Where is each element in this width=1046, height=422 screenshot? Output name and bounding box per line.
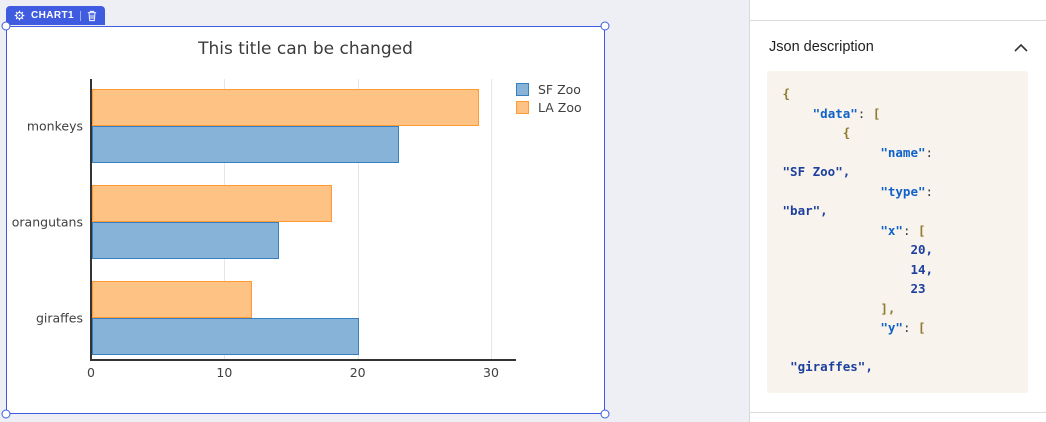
chart-legend: SF Zoo LA Zoo bbox=[516, 80, 582, 116]
legend-swatch bbox=[516, 100, 529, 114]
selection-handle-top-left[interactable] bbox=[1, 21, 11, 31]
x-tick-label: 30 bbox=[483, 365, 499, 380]
json-panel: Json description { "data": [ { "name": "… bbox=[749, 0, 1046, 422]
panel-bottom-divider bbox=[750, 412, 1046, 413]
bar-la-zoo-giraffes[interactable] bbox=[92, 281, 252, 318]
legend-swatch bbox=[516, 82, 529, 96]
chevron-up-icon bbox=[1014, 43, 1028, 52]
chart-title[interactable]: This title can be changed bbox=[198, 39, 413, 59]
selection-handle-bottom-right[interactable] bbox=[600, 409, 610, 419]
bar-la-zoo-monkeys[interactable] bbox=[92, 89, 479, 126]
category-label-orangutans: orangutans bbox=[11, 214, 83, 230]
chart-badge-label: CHART1 bbox=[31, 10, 74, 21]
gear-icon[interactable] bbox=[14, 10, 25, 21]
collapse-section-button[interactable] bbox=[1010, 39, 1032, 57]
json-code-block[interactable]: { "data": [ { "name": "SF Zoo", "type": … bbox=[767, 71, 1028, 393]
bar-la-zoo-orangutans[interactable] bbox=[92, 185, 332, 222]
x-tick-label: 20 bbox=[349, 365, 366, 380]
x-tick-label: 10 bbox=[216, 365, 233, 380]
x-tick-label: 0 bbox=[87, 365, 95, 380]
gridline bbox=[491, 79, 492, 359]
selection-handle-top-right[interactable] bbox=[600, 21, 610, 31]
bar-sf-zoo-monkeys[interactable] bbox=[92, 126, 399, 163]
category-label-monkeys: monkeys bbox=[26, 118, 83, 134]
legend-label: LA Zoo bbox=[538, 99, 582, 115]
bar-sf-zoo-orangutans[interactable] bbox=[92, 222, 279, 259]
json-description-header: Json description bbox=[769, 39, 874, 55]
selection-handle-bottom-left[interactable] bbox=[1, 409, 11, 419]
category-label-giraffes: giraffes bbox=[35, 310, 83, 326]
badge-divider bbox=[79, 10, 81, 21]
legend-item-sf-zoo[interactable]: SF Zoo bbox=[516, 80, 582, 98]
legend-label: SF Zoo bbox=[538, 81, 581, 97]
legend-item-la-zoo[interactable]: LA Zoo bbox=[516, 98, 582, 116]
chart-card[interactable]: This title can be changed monkeys orangut… bbox=[6, 26, 605, 414]
chart-badge[interactable]: CHART1 bbox=[6, 6, 105, 25]
panel-top-divider bbox=[750, 20, 1046, 21]
editor-canvas[interactable]: This title can be changed monkeys orangut… bbox=[0, 0, 749, 422]
bar-sf-zoo-giraffes[interactable] bbox=[92, 318, 359, 355]
json-code-text: { "data": [ { "name": "SF Zoo", "type": … bbox=[782, 86, 934, 374]
trash-icon[interactable] bbox=[87, 10, 97, 22]
gridline bbox=[357, 79, 359, 359]
y-axis-line bbox=[90, 79, 92, 361]
x-axis-line bbox=[91, 359, 516, 361]
